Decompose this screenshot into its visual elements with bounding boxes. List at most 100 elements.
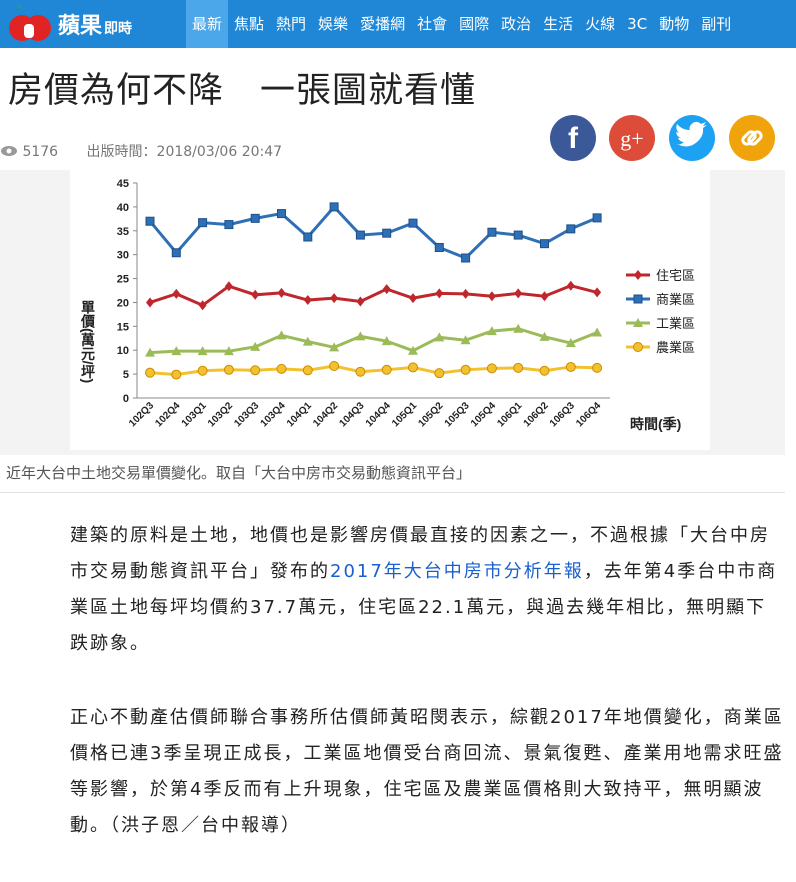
- marker: [329, 360, 340, 371]
- marker: [223, 364, 234, 375]
- nav-item[interactable]: 焦點: [234, 15, 265, 33]
- nav-item[interactable]: 愛播網: [360, 15, 406, 33]
- marker: [198, 218, 208, 228]
- link-button[interactable]: [729, 115, 775, 161]
- marker: [355, 331, 366, 341]
- separator: [0, 492, 785, 493]
- logo-leaf: [14, 5, 24, 10]
- y-tick-label: 30: [117, 250, 129, 262]
- series-line: [149, 327, 598, 355]
- nav-item[interactable]: 動物: [659, 15, 690, 33]
- marker: [381, 336, 392, 346]
- x-tick-label: 106Q1: [495, 400, 524, 429]
- marker: [330, 293, 339, 304]
- legend-label: 工業區: [656, 316, 695, 331]
- eye-icon: [1, 146, 17, 156]
- report-link[interactable]: 2017年大台中房市分析年報: [330, 561, 584, 582]
- x-tick-label: 103Q2: [206, 400, 235, 429]
- nav-item[interactable]: 最新: [186, 0, 229, 48]
- x-tick-label: 105Q4: [469, 400, 498, 429]
- legend-label: 農業區: [656, 340, 695, 355]
- marker: [461, 288, 470, 299]
- nav-item[interactable]: 3C: [627, 15, 648, 33]
- marker: [171, 369, 182, 380]
- logo-sub: 即時: [104, 20, 132, 37]
- marker: [382, 284, 391, 295]
- marker: [514, 288, 523, 299]
- legend-marker: [633, 342, 643, 352]
- paragraph: 建築的原料是土地，地價也是影響房價最直接的因素之一，不過根據「大台中房市交易動態…: [70, 518, 786, 662]
- marker: [197, 346, 208, 356]
- marker: [276, 363, 287, 374]
- marker: [487, 291, 496, 302]
- marker: [487, 227, 497, 237]
- facebook-icon: f: [568, 122, 579, 155]
- marker: [302, 365, 313, 376]
- chart: 051015202530354045102Q3102Q4103Q1103Q210…: [70, 170, 710, 450]
- marker: [486, 363, 497, 374]
- x-tick-label: 104Q4: [364, 400, 393, 429]
- twitter-icon: [675, 121, 707, 147]
- nav-item[interactable]: 社會: [417, 15, 448, 33]
- y-tick-label: 0: [123, 393, 129, 405]
- y-tick-label: 40: [117, 202, 129, 214]
- marker: [566, 224, 576, 234]
- logo-bite: [24, 24, 34, 38]
- marker: [198, 300, 207, 311]
- marker: [250, 213, 260, 223]
- marker: [566, 280, 575, 291]
- nav-item[interactable]: 娛樂: [318, 15, 349, 33]
- marker: [592, 327, 603, 337]
- view-count: 5176: [22, 144, 59, 160]
- marker: [408, 218, 418, 228]
- legend-label: 商業區: [656, 292, 695, 307]
- marker: [356, 296, 365, 307]
- marker: [251, 289, 260, 300]
- logo-text: 蘋果: [58, 14, 102, 39]
- meta: 5176 出版時間：2018/03/06 20:47: [0, 141, 282, 161]
- marker: [224, 281, 233, 292]
- facebook-button[interactable]: [550, 115, 596, 161]
- nav-item[interactable]: 政治: [501, 15, 532, 33]
- google-plus-button[interactable]: [609, 115, 655, 161]
- series-line: [149, 364, 598, 377]
- x-tick-label: 106Q4: [574, 400, 603, 429]
- marker: [435, 288, 444, 299]
- marker: [303, 232, 313, 242]
- marker: [565, 361, 576, 372]
- x-axis-label: 時間(季): [630, 416, 681, 432]
- marker: [592, 362, 603, 373]
- logo[interactable]: 蘋果 即時: [8, 2, 188, 46]
- marker: [513, 230, 523, 240]
- marker: [434, 243, 444, 252]
- nav-item[interactable]: 生活: [543, 15, 574, 33]
- x-tick-label: 103Q4: [259, 400, 288, 429]
- x-tick-label: 104Q2: [311, 400, 340, 429]
- legend-label: 住宅區: [656, 268, 695, 283]
- marker: [381, 364, 392, 375]
- legend-marker: [633, 294, 643, 304]
- marker: [197, 365, 208, 376]
- marker: [276, 330, 287, 340]
- marker: [539, 331, 550, 341]
- x-tick-label: 106Q2: [522, 400, 551, 429]
- y-tick-label: 25: [117, 274, 129, 286]
- y-tick-label: 20: [117, 297, 129, 309]
- marker: [329, 202, 339, 212]
- y-tick-label: 10: [117, 345, 129, 357]
- marker: [277, 209, 286, 219]
- marker: [277, 287, 286, 298]
- marker: [434, 332, 445, 342]
- marker: [408, 345, 418, 355]
- marker: [172, 288, 181, 299]
- nav-item[interactable]: 國際: [459, 15, 490, 33]
- nav-item[interactable]: 熱門: [276, 15, 307, 33]
- y-tick-label: 45: [117, 178, 129, 190]
- y-tick-label: 5: [123, 369, 129, 381]
- nav-item[interactable]: 副刊: [701, 15, 732, 33]
- marker: [593, 287, 602, 298]
- marker: [434, 368, 445, 379]
- nav-item[interactable]: 火線: [585, 15, 616, 33]
- marker: [250, 341, 261, 351]
- google-plus-icon: g+: [620, 126, 643, 151]
